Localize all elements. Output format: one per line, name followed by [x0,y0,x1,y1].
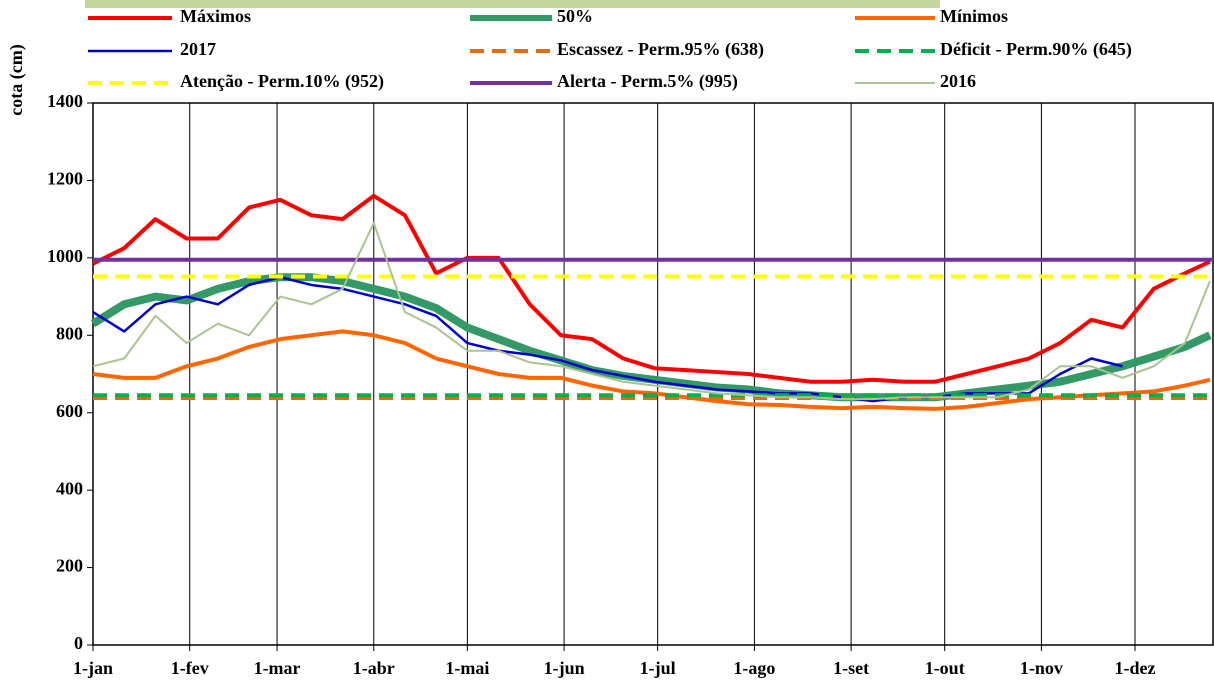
series-line [92,222,1211,401]
legend-label: Alerta - Perm.5% (995) [557,71,738,92]
x-tick-label: 1-jan [73,658,113,678]
x-tick-label: 1-nov [1020,658,1063,678]
x-tick-label: 1-jun [544,658,585,678]
x-tick-label: 1-jul [640,658,676,678]
legend-label: Mínimos [940,6,1008,26]
x-tick-label: 1-dez [1115,658,1156,678]
legend-label: Máximos [180,6,251,26]
y-tick-label: 400 [56,478,83,498]
legend-band [85,0,940,8]
x-tick-label: 1-ago [733,658,775,678]
legend-label: Atenção - Perm.10% (952) [180,71,384,92]
legend-label: 2017 [180,39,216,59]
y-tick-label: 0 [74,633,83,653]
y-tick-label: 200 [56,556,83,576]
x-tick-label: 1-fev [171,658,209,678]
x-tick-label: 1-mar [254,658,301,678]
series-line [92,193,1211,384]
y-tick-label: 1000 [47,246,83,266]
legend-label: 2016 [940,71,976,91]
y-tick-label: 600 [56,401,83,421]
x-tick-label: 1-mai [445,658,489,678]
legend-label: Escassez - Perm.95% (638) [557,39,764,60]
plot-border [92,102,1214,646]
series-line [92,275,1123,403]
y-tick-label: 1200 [47,169,83,189]
legend-label: Déficit - Perm.90% (645) [940,39,1132,60]
x-tick-label: 1-set [833,658,869,678]
y-tick-label: 1400 [47,91,83,111]
x-tick-label: 1-abr [353,658,395,678]
y-tick-label: 800 [56,323,83,343]
y-axis-label: cota (cm) [6,44,27,115]
x-tick-label: 1-out [925,658,965,678]
legend-label: 50% [557,6,593,26]
